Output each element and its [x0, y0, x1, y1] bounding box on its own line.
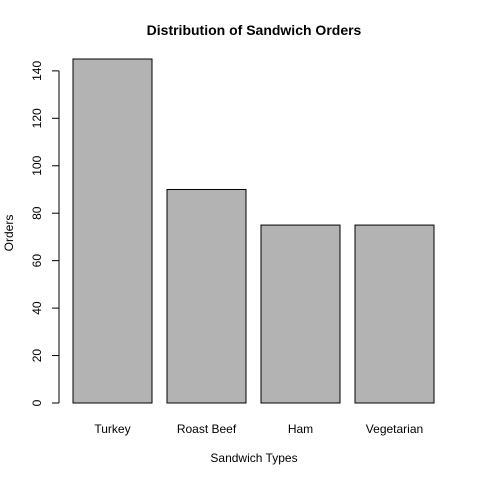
y-tick-label: 140 [30, 61, 44, 81]
bars-group [73, 59, 434, 403]
y-tick-label: 120 [30, 108, 44, 128]
y-tick-label: 20 [30, 349, 44, 363]
x-tick-label: Turkey [94, 422, 130, 436]
x-tick-label: Ham [288, 422, 313, 436]
bar-roast-beef [167, 189, 246, 403]
bar-vegetarian [355, 225, 434, 403]
y-tick-label: 80 [30, 206, 44, 220]
y-axis-title: Orders [2, 215, 16, 252]
x-tick-label: Vegetarian [366, 422, 423, 436]
y-tick-label: 100 [30, 155, 44, 175]
y-tick-label: 60 [30, 254, 44, 268]
x-axis-title: Sandwich Types [210, 451, 297, 465]
bar-turkey [73, 59, 152, 403]
y-axis: 0 20 40 60 80 100 120 140 [30, 61, 59, 407]
y-tick-label: 0 [30, 399, 44, 406]
chart-title: Distribution of Sandwich Orders [147, 22, 362, 38]
x-tick-label: Roast Beef [177, 422, 237, 436]
bar-ham [261, 225, 340, 403]
x-tick-labels: Turkey Roast Beef Ham Vegetarian [94, 422, 423, 436]
y-tick-label: 40 [30, 301, 44, 315]
